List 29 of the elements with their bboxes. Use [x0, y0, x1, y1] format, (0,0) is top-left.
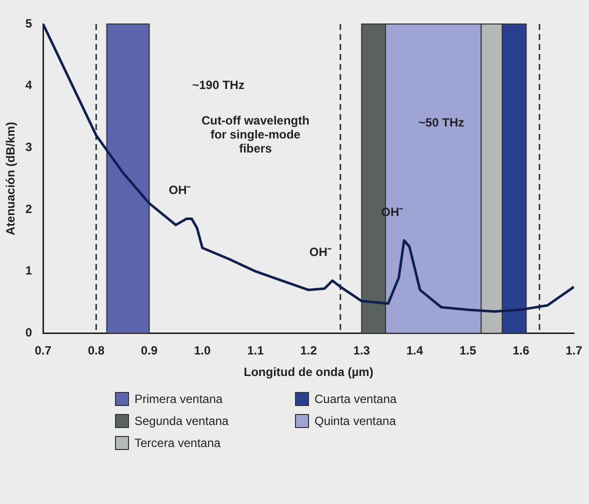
annotation: ~50 THz: [418, 115, 464, 130]
x-tick-label: 1.7: [566, 344, 583, 358]
legend-label: Quinta ventana: [314, 414, 396, 428]
x-tick-label: 0.8: [88, 344, 105, 358]
annotation: OH⁻: [168, 183, 191, 198]
x-tick-label: 1.6: [512, 344, 530, 358]
y-tick-label: 1: [25, 264, 32, 278]
y-tick-label: 4: [25, 78, 32, 92]
x-tick-label: 1.5: [459, 344, 476, 358]
x-axis-title: Longitud de onda (µm): [244, 365, 374, 380]
annotation: Cut-off wavelength for single-mode fibers: [201, 114, 310, 156]
legend-label: Segunda ventana: [134, 414, 229, 428]
x-tick-label: 1.0: [194, 344, 212, 358]
x-tick-label: 1.1: [247, 344, 264, 358]
legend-label: Cuarta ventana: [314, 392, 397, 406]
x-tick-label: 1.2: [300, 344, 318, 358]
x-tick-label: 0.7: [34, 344, 52, 358]
x-tick-label: 1.3: [353, 344, 370, 358]
annotation: ~190 THz: [192, 78, 244, 92]
x-tick-label: 1.4: [406, 344, 424, 358]
y-tick-label: 5: [25, 16, 32, 30]
annotation: OH⁻: [309, 244, 332, 259]
legend-label: Primera ventana: [134, 392, 223, 406]
y-axis-title: Atenuación (dB/km): [4, 122, 18, 236]
y-tick-label: 2: [25, 202, 32, 216]
y-tick-label: 0: [25, 326, 32, 340]
legend-label: Tercera ventana: [134, 436, 221, 450]
x-tick-label: 0.9: [140, 344, 158, 358]
y-tick-label: 3: [25, 140, 32, 154]
